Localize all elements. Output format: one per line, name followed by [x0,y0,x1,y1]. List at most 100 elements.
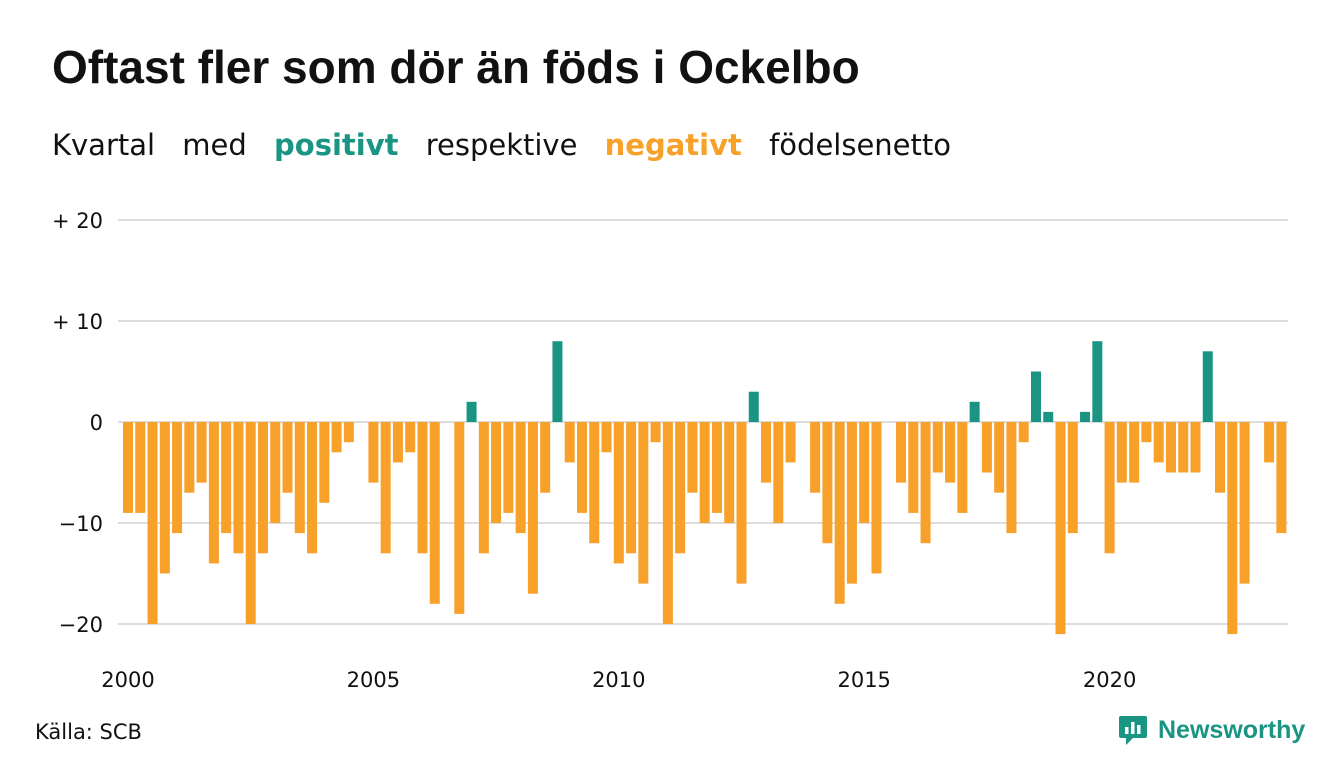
bar [307,422,318,554]
bar [527,422,538,594]
bar [172,422,183,534]
bar [650,422,661,443]
bar [662,422,673,624]
bar [896,422,907,483]
bar [282,422,293,493]
bar [871,422,882,574]
bar [957,422,968,513]
bar [859,422,870,523]
bar [515,422,526,534]
x-tick-label: 2010 [592,668,645,692]
bar [1080,411,1091,422]
bar [454,422,465,614]
bar [736,422,747,584]
bar [810,422,821,493]
chart-title: Oftast fler som dör än föds i Ockelbo [52,41,860,93]
legend-negative: negativt [604,128,742,162]
bar [1227,422,1238,635]
bar [184,422,195,493]
bar [380,422,391,554]
bar [1055,422,1066,635]
bar [245,422,256,624]
bar [748,391,759,422]
bar [270,422,281,523]
x-tick-label: 2020 [1083,668,1136,692]
bar [981,422,992,473]
y-tick-label: 0 [90,411,103,435]
bar [135,422,146,513]
bar [564,422,575,463]
bar [932,422,943,473]
bar [319,422,330,503]
bar [945,422,956,483]
bar [1104,422,1115,554]
bar-chart: + 20 + 10 0 −10 −20 2000 2005 2010 2015 2020 [52,209,1288,692]
x-tick-label: 2005 [347,668,400,692]
bar [208,422,219,564]
brand-name: Newsworthy [1158,715,1306,744]
y-tick-label: −10 [59,512,103,536]
bar [368,422,379,483]
bar [773,422,784,523]
newsworthy-logo-icon [1119,716,1147,745]
bar [1006,422,1017,534]
source-note: Källa: SCB [35,720,142,744]
bar [626,422,637,554]
y-tick-label: −20 [59,613,103,637]
y-tick-label: + 10 [52,310,103,334]
bar [834,422,845,604]
bar [123,422,133,513]
bar [589,422,600,544]
bar [1239,422,1250,584]
bar [147,422,158,624]
bar [417,422,428,554]
bar [920,422,931,544]
bar [221,422,232,534]
bar [429,422,440,604]
y-tick-label: + 20 [52,209,103,233]
bar [1030,371,1041,422]
bar [613,422,624,564]
bar [638,422,649,584]
bar [552,341,563,422]
bar [761,422,772,483]
bar [1067,422,1078,534]
bar [699,422,710,523]
chart-subtitle: Kvartal med positivt respektive negativt… [52,128,969,162]
bar [1264,422,1275,463]
bar [576,422,587,513]
bar [294,422,305,534]
subtitle-word: födelsenetto [769,128,951,162]
bar [503,422,514,513]
bar [1116,422,1127,483]
subtitle-word: med [182,128,247,162]
bar [159,422,170,574]
bar [1190,422,1201,473]
bar [196,422,207,483]
bar [994,422,1005,493]
x-tick-label: 2015 [837,668,890,692]
bar [711,422,722,513]
bar [1215,422,1226,493]
bar [1092,341,1103,422]
bar [1276,422,1287,534]
subtitle-word: Kvartal [52,128,156,162]
bar [1165,422,1176,473]
bar [343,422,354,443]
bar [687,422,698,493]
bar [1018,422,1029,443]
bar [785,422,796,463]
bar [846,422,857,584]
bar [724,422,735,523]
bar [478,422,489,554]
bar [1043,411,1054,422]
x-tick-label: 2000 [101,668,154,692]
brand-logo: Newsworthy [1118,714,1305,746]
bar [466,401,477,422]
bar [1141,422,1152,443]
bar [1153,422,1164,463]
bar [822,422,833,544]
bar [491,422,502,523]
bar [908,422,919,513]
bar [675,422,686,554]
